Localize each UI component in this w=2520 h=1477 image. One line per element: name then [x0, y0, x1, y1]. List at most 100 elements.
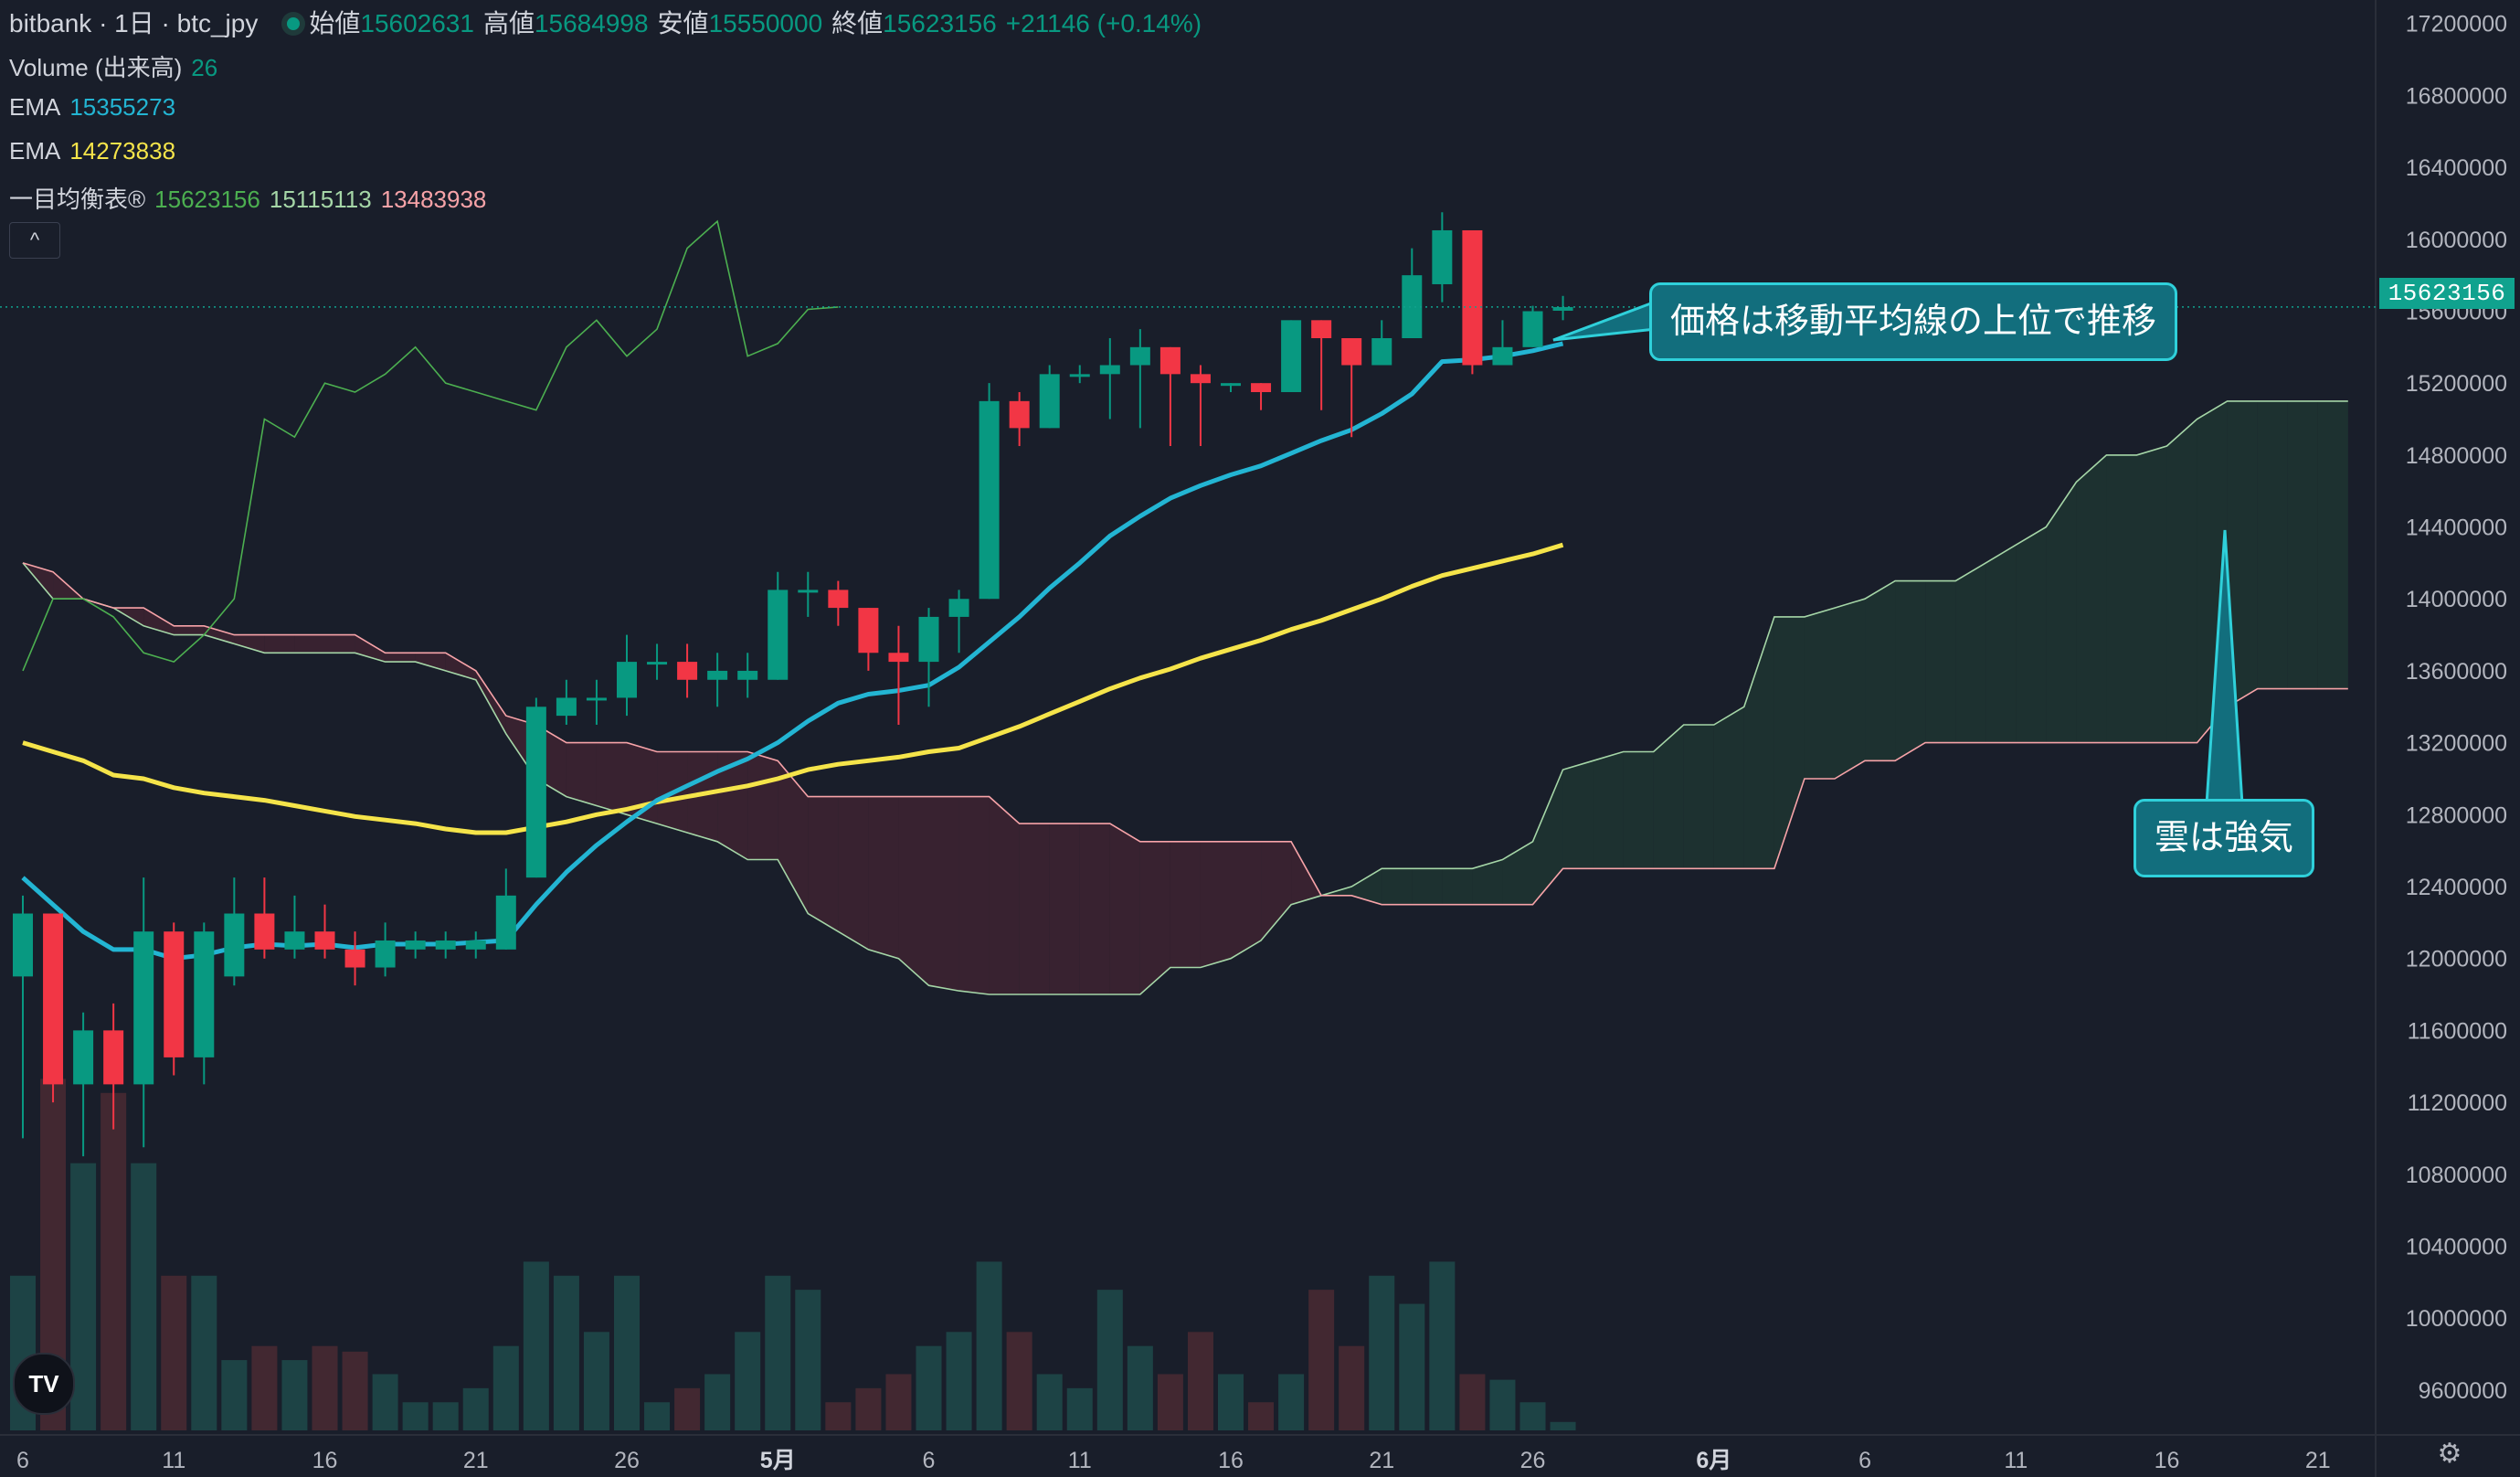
ema-slow-legend[interactable]: EMA 14273838	[9, 137, 185, 165]
tradingview-logo[interactable]: TV	[13, 1353, 75, 1415]
x-tick-label: 21	[2305, 1448, 2331, 1473]
volume-bar	[101, 1092, 127, 1430]
candle-body	[556, 697, 577, 717]
settings-icon[interactable]: ⚙	[2437, 1439, 2462, 1469]
ema-fast-legend[interactable]: EMA 15355273	[9, 93, 185, 122]
volume-bar	[583, 1332, 609, 1430]
ichimoku-cloud-segment	[1442, 868, 1473, 905]
ohlc-legend: bitbank · 1日 · btc_jpy 始値15602631 高値156849…	[9, 4, 1211, 40]
volume-bar	[765, 1275, 791, 1430]
ichimoku-cloud-segment	[1895, 580, 1926, 761]
ema-slow-line	[22, 542, 1564, 835]
candle-body	[43, 913, 64, 1085]
ichimoku-cloud-segment	[717, 751, 748, 860]
ichimoku-cloud-segment	[2287, 400, 2318, 689]
candle-body	[948, 599, 969, 617]
collapse-legend-button[interactable]: ^	[9, 222, 60, 259]
x-tick-label: 11	[1068, 1448, 1092, 1473]
candle-body	[224, 913, 245, 977]
ichimoku-cloud-segment	[234, 634, 265, 653]
volume-bar	[1369, 1275, 1395, 1430]
ichimoku-cloud-segment	[1472, 859, 1503, 905]
volume-bar	[462, 1387, 489, 1430]
x-tick-label: 26	[614, 1448, 640, 1473]
candle-body	[465, 940, 486, 950]
ichimoku-cloud-segment	[355, 634, 386, 663]
ichimoku-cloud-segment	[747, 751, 778, 860]
chikou-span-line	[22, 219, 839, 672]
ichimoku-cloud-segment	[1412, 868, 1443, 905]
candle-body	[254, 913, 275, 950]
volume-bar	[735, 1332, 761, 1430]
x-tick-label: 11	[162, 1448, 185, 1473]
ichimoku-cloud-segment	[1955, 562, 1986, 743]
ichimoku-cloud-segment	[1774, 616, 1805, 869]
x-tick-label: 6	[1858, 1448, 1871, 1473]
ichimoku-legend[interactable]: 一目均衡表® 15623156 15115113 13483938	[9, 181, 495, 215]
ichimoku-cloud-segment	[898, 796, 929, 986]
ichimoku-cloud-segment	[143, 608, 175, 635]
volume-bar	[704, 1374, 731, 1430]
ichimoku-cloud-segment	[1019, 824, 1050, 995]
ichimoku-cloud-segment	[1713, 707, 1744, 869]
volume-legend[interactable]: Volume (出来高) 26	[9, 49, 227, 83]
volume-label: Volume (出来高)	[9, 54, 183, 81]
candle-body	[73, 1030, 94, 1085]
ichimoku-cloud-segment	[928, 796, 959, 992]
x-tick-label: 16	[312, 1448, 338, 1473]
ichimoku-cloud-segment	[294, 634, 325, 653]
ichimoku-cloud-segment	[1200, 841, 1231, 968]
close-value: 15623156	[883, 9, 997, 37]
candle-body	[798, 590, 819, 593]
y-tick-label: 12400000	[2406, 875, 2507, 900]
ichimoku-cloud-segment	[2076, 454, 2107, 743]
open-value: 15602631	[360, 9, 474, 37]
annotation-callout-ema[interactable]: 価格は移動平均線の上位で推移	[1649, 282, 2178, 361]
ichimoku-cloud-segment	[1532, 770, 1563, 905]
ichimoku-cloud-segment	[2257, 400, 2288, 689]
ichimoku-cloud-segment	[838, 796, 869, 950]
candle-body	[1069, 374, 1090, 377]
y-tick-label: 12800000	[2406, 802, 2507, 828]
candle-body	[1099, 365, 1120, 375]
candle-body	[1281, 320, 1302, 393]
x-tick-label: 5月	[760, 1448, 796, 1473]
volume-bar	[221, 1360, 248, 1430]
annotation-callout-cloud[interactable]: 雲は強気	[2134, 799, 2315, 877]
x-tick-label: 6	[16, 1448, 29, 1473]
volume-bar	[1066, 1387, 1093, 1430]
volume-bar	[1459, 1374, 1486, 1430]
candle-body	[133, 931, 154, 1085]
y-tick-label: 10400000	[2406, 1234, 2507, 1259]
high-label: 高値	[482, 9, 535, 37]
ichimoku-cloud-segment	[264, 634, 295, 653]
volume-bar	[1278, 1374, 1305, 1430]
ichimoku-cloud-segment	[1683, 724, 1714, 869]
y-tick-label: 17200000	[2406, 12, 2507, 37]
volume-bar	[1218, 1374, 1244, 1430]
y-tick-label: 13600000	[2406, 659, 2507, 685]
candle-body	[375, 940, 396, 968]
y-tick-label: 12000000	[2406, 947, 2507, 972]
volume-bar	[916, 1345, 942, 1430]
candle-body	[888, 653, 909, 663]
ichimoku-cloud-segment	[1985, 545, 2017, 743]
ichimoku-cloud-segment	[1925, 580, 1956, 743]
low-label: 安値	[657, 9, 709, 37]
ichimoku-value-2: 15115113	[269, 186, 372, 213]
symbol-title: bitbank · 1日 · btc_jpy	[9, 9, 259, 37]
ichimoku-label: 一目均衡表®	[9, 186, 146, 213]
volume-bar	[614, 1275, 640, 1430]
current-price-label: 15623156	[2379, 278, 2515, 309]
volume-bar	[251, 1345, 278, 1430]
ichimoku-cloud-segment	[385, 653, 416, 663]
close-label: 終値	[831, 9, 884, 37]
candle-body	[1311, 320, 1332, 338]
ema-fast-label: EMA	[9, 93, 61, 121]
ichimoku-cloud-segment	[868, 796, 899, 959]
ichimoku-cloud-segment	[1623, 751, 1654, 869]
volume-bar	[553, 1275, 579, 1430]
volume-bar	[1489, 1379, 1516, 1430]
